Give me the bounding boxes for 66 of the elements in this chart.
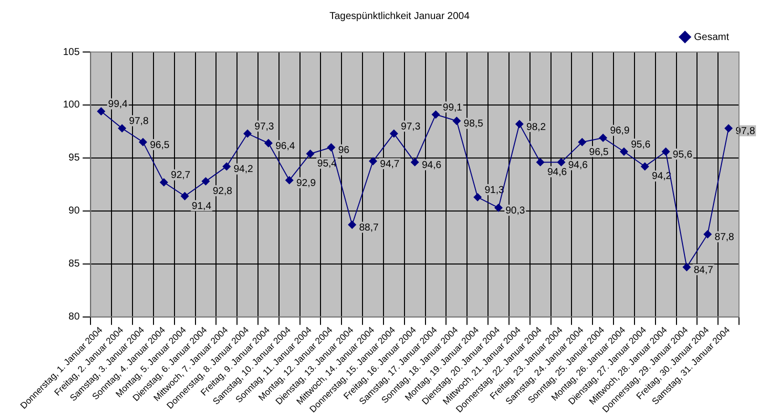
point (662, 148, 670, 156)
data-label: 97,3 (400, 121, 421, 132)
data-label: 96,9 (610, 126, 630, 137)
point (97, 107, 106, 116)
point (557, 158, 566, 166)
point (494, 204, 502, 212)
chart-title: Tagespünktlichkeit Januar 2004 (329, 10, 470, 22)
point (682, 263, 691, 272)
legend-label: Gesamt (694, 32, 730, 43)
point (160, 178, 168, 186)
data-label: 96 (338, 145, 350, 156)
data-label: 95,6 (630, 139, 651, 150)
point (118, 124, 126, 132)
point (452, 116, 461, 125)
point (390, 130, 398, 138)
point (704, 230, 712, 238)
point (244, 130, 252, 138)
data-label: 96,4 (275, 140, 296, 152)
data-label: 90,3 (505, 206, 526, 217)
point (327, 143, 336, 152)
point (620, 148, 628, 156)
point (474, 193, 482, 202)
y-tick-label: 90 (68, 206, 80, 217)
data-label: 96,5 (150, 140, 170, 151)
data-label: 94,6 (422, 160, 442, 171)
data-label: 98,2 (526, 122, 546, 133)
point (264, 139, 272, 148)
data-label: 87,8 (714, 232, 735, 244)
point (202, 177, 210, 186)
data-label: 88,7 (359, 222, 380, 234)
point (724, 124, 733, 132)
y-tick-label: 105 (62, 46, 80, 58)
point (578, 138, 586, 146)
data-label: 97,3 (254, 121, 274, 132)
point (306, 150, 314, 158)
y-tick-label: 95 (68, 152, 80, 164)
data-label: 84,7 (694, 264, 714, 276)
data-label: 99,4 (108, 99, 128, 110)
point (222, 162, 231, 170)
y-tick-label: 85 (68, 258, 80, 270)
data-label: 94,2 (234, 164, 254, 176)
y-tick-label: 100 (62, 100, 80, 111)
point (410, 158, 419, 166)
point (515, 120, 524, 128)
point (285, 176, 294, 184)
point (348, 220, 356, 229)
point (180, 192, 189, 200)
data-label: 95,6 (672, 149, 693, 160)
point (369, 157, 378, 166)
data-label: 91,4 (192, 200, 212, 212)
data-label: 97,8 (129, 116, 149, 128)
data-label: 96,5 (589, 146, 610, 158)
data-label: 94,6 (547, 166, 568, 178)
data-label: 94,7 (380, 158, 400, 170)
data-label: 92,8 (212, 186, 233, 198)
point (138, 138, 147, 146)
data-label: 92,9 (296, 178, 316, 189)
point (432, 110, 440, 119)
point (599, 134, 608, 142)
data-label: 92,7 (170, 170, 191, 182)
data-label: 98,5 (464, 118, 484, 130)
y-tick-label: 80 (68, 312, 80, 323)
point (536, 158, 544, 166)
data-label: 99,1 (442, 102, 463, 114)
data-label: 94,6 (568, 160, 588, 171)
point (640, 162, 649, 170)
